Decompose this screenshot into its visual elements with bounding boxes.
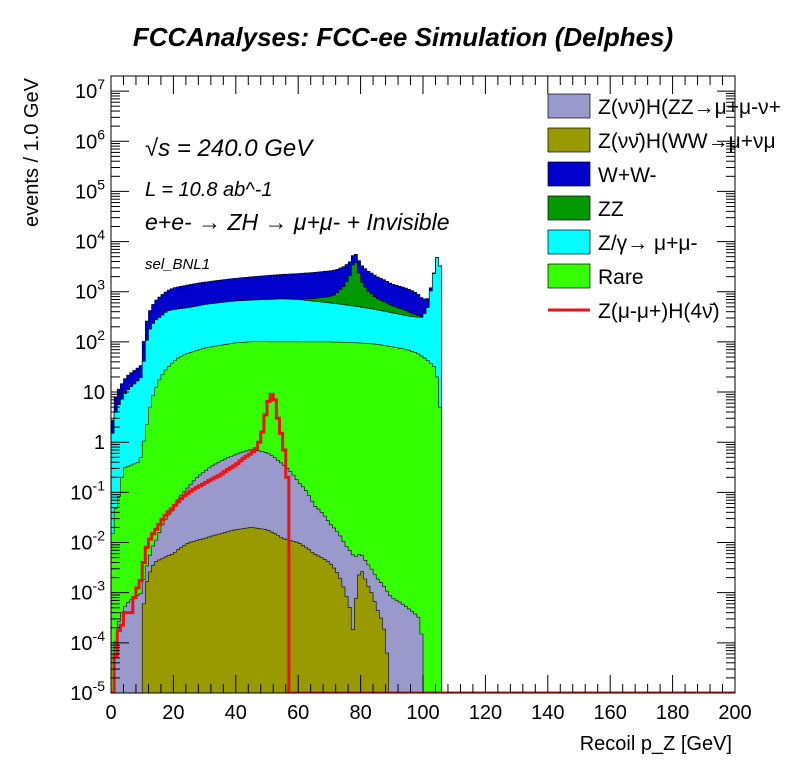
- x-tick-label: 60: [287, 702, 309, 724]
- sqrt-s-annotation: √s = 240.0 GeV: [145, 135, 314, 162]
- y-tick-label: 105: [75, 176, 105, 203]
- legend-swatch-zgamma: [547, 229, 591, 255]
- legend-label-zz: ZZ: [598, 198, 624, 221]
- x-tick-label: 120: [469, 702, 502, 724]
- x-tick-label: 200: [718, 702, 751, 724]
- x-tick-label: 100: [406, 702, 439, 724]
- selection-annotation: sel_BNL1: [145, 256, 210, 273]
- x-axis-label: Recoil p_Z [GeV]: [580, 733, 732, 755]
- x-tick-label: 180: [656, 702, 689, 724]
- y-tick-label: 10-3: [70, 578, 105, 605]
- y-tick-label: 106: [75, 126, 105, 153]
- y-tick-label: 107: [75, 76, 105, 103]
- legend-swatch-ww: [547, 161, 591, 187]
- luminosity-annotation: L = 10.8 ab^-1: [145, 179, 272, 201]
- x-tick-label: 80: [349, 702, 371, 724]
- y-tick-label: 1: [94, 432, 105, 454]
- x-tick-label: 20: [162, 702, 184, 724]
- legend-label-signal: Z(μ-μ+)H(4ν̄): [598, 300, 720, 323]
- y-tick-label: 10-4: [70, 628, 105, 655]
- legend-label-zh_ww: Z(νν̄)H(WW→μ+νμ: [598, 130, 776, 153]
- signal-line: [111, 392, 735, 693]
- y-tick-label: 10-5: [70, 678, 105, 705]
- x-tick-label: 160: [594, 702, 627, 724]
- x-tick-label: 40: [225, 702, 247, 724]
- legend-label-rare: Rare: [598, 266, 644, 289]
- legend-swatch-zh_zz: [547, 93, 591, 119]
- y-tick-label: 102: [75, 327, 105, 354]
- legend-label-zh_zz: Z(νν̄)H(ZZ→μ+μ-ν+: [598, 96, 781, 119]
- legend-swatch-rare: [547, 263, 591, 289]
- stack-zh_ww-area: [141, 527, 389, 693]
- y-tick-label: 10: [83, 382, 105, 404]
- x-tick-label: 140: [531, 702, 564, 724]
- legend-label-ww: W+W-: [598, 164, 657, 187]
- y-tick-label: 10-1: [70, 477, 105, 504]
- y-tick-label: 10-2: [70, 528, 105, 555]
- x-tick-label: 0: [105, 702, 116, 724]
- y-tick-label: 104: [75, 227, 105, 254]
- y-axis-label: events / 1.0 GeV: [21, 77, 43, 227]
- chart-title: FCCAnalyses: FCC-ee Simulation (Delphes): [133, 22, 673, 52]
- axes: 0 20 40 60 80 100 120 140 160 180 200 10-5 10-4 10-3 1…: [70, 75, 752, 724]
- y-tick-label: 103: [75, 277, 105, 304]
- legend-swatch-zz: [547, 195, 591, 221]
- process-annotation: e+e- → ZH → μ+μ- + Invisible: [145, 209, 450, 235]
- legend-swatch-zh_ww: [547, 127, 591, 153]
- legend-label-zgamma: Z/γ→ μ+μ-: [598, 232, 697, 255]
